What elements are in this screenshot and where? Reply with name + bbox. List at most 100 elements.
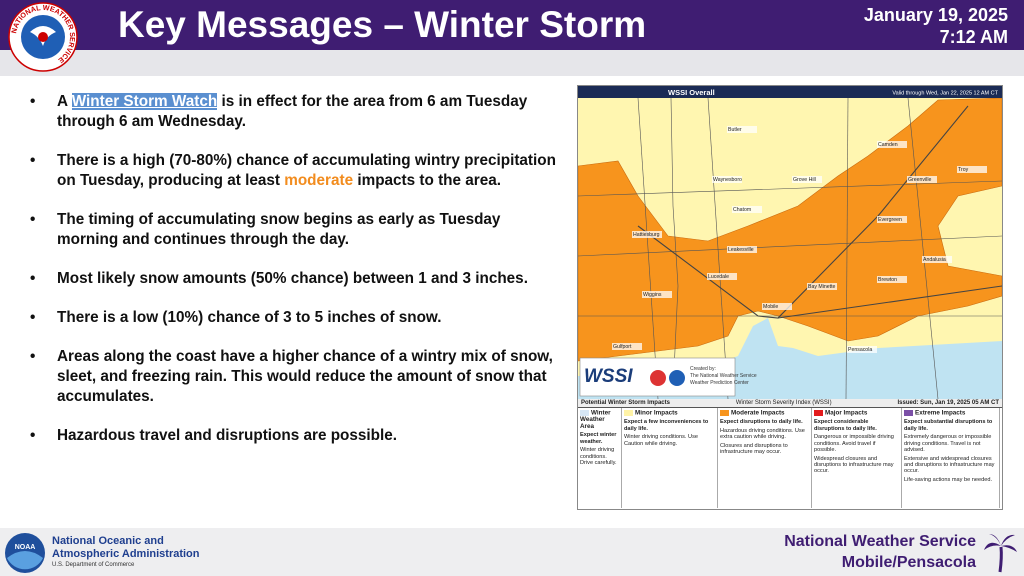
legend-level: Major Impacts xyxy=(814,410,899,417)
legend-level: Extreme Impacts xyxy=(904,410,997,417)
logo-center: Weather Prediction Center xyxy=(690,380,749,386)
legend-swatch xyxy=(624,410,633,417)
legend-swatch xyxy=(720,410,729,417)
city-label: Brewton xyxy=(878,277,897,283)
legend-column: Minor Impacts Expect a few inconveniences… xyxy=(622,408,718,509)
city-label-bg xyxy=(847,346,877,353)
legend-level-name: Minor Impacts xyxy=(635,410,678,418)
bullet: There is a high (70-80%) chance of accum… xyxy=(30,151,560,191)
city-label: Waynesboro xyxy=(713,177,742,183)
bullet: A Winter Storm Watch is in effect for th… xyxy=(30,92,560,132)
city: Brewton xyxy=(877,276,907,283)
legend-line: Closures and disruptions to infrastructu… xyxy=(720,442,788,456)
legend-subtitle: Winter Storm Severity Index (WSSI) xyxy=(735,400,832,406)
legend-line: Extensive and widespread closures and di… xyxy=(904,455,995,475)
legend-level-name: Moderate Impacts xyxy=(731,410,785,418)
city: Waynesboro xyxy=(712,176,742,183)
legend-line: Life-saving actions may be needed. xyxy=(904,476,993,483)
header-strip xyxy=(0,50,1024,76)
nws-logo: NATIONAL WEATHER SERVICE xyxy=(8,2,78,72)
office-name: Mobile/Pensacola xyxy=(841,554,976,571)
legend-line: Expect a few inconveniences to daily lif… xyxy=(624,419,709,432)
city-label-bg xyxy=(807,283,837,290)
bullet-text: Winter Storm Watch xyxy=(71,93,218,110)
city-label: Butler xyxy=(728,127,742,133)
legend-line: Widespread closures and disruptions to i… xyxy=(814,455,894,475)
bullet-list: A Winter Storm Watch is in effect for th… xyxy=(30,92,560,465)
title: Key Messages – Winter Storm xyxy=(118,4,647,45)
wssi-logo: WSSI xyxy=(584,366,633,387)
legend-title: Potential Winter Storm Impacts xyxy=(581,400,670,406)
legend-swatch xyxy=(814,410,823,417)
bullet-text: There is a high (70-80%) chance of accum… xyxy=(57,152,556,189)
city-label: Evergreen xyxy=(878,217,902,223)
date-block: January 19, 2025 7:12 AM xyxy=(864,4,1008,48)
city-label-bg xyxy=(877,276,907,283)
bullet: Areas along the coast have a higher chan… xyxy=(30,347,560,407)
noaa-line2: Atmospheric Administration xyxy=(52,548,200,560)
city-label: Hattiesburg xyxy=(633,232,660,238)
wssi-map: WSSI Overall Valid through Wed, Jan 22, … xyxy=(577,85,1003,510)
legend-line: Winter driving conditions. Drive careful… xyxy=(580,447,617,466)
noaa-dept: U.S. Department of Commerce xyxy=(52,562,135,568)
map-graphic: WSSI Overall Valid through Wed, Jan 22, … xyxy=(577,86,1003,400)
bullet-text: Most likely snow amounts (50% chance) be… xyxy=(57,270,528,287)
city: Chatom xyxy=(732,206,762,213)
city: Hattiesburg xyxy=(632,231,662,238)
bullet-text: Areas along the coast have a higher chan… xyxy=(57,348,553,405)
noaa-line1: National Oceanic and xyxy=(52,535,164,547)
city-label-bg xyxy=(642,291,672,298)
city-label-bg xyxy=(612,343,642,350)
city-label: Mobile xyxy=(763,304,778,310)
legend-level: Winter Weather Area xyxy=(580,410,619,430)
city-label-bg xyxy=(922,256,952,263)
legend-column: Moderate Impacts Expect disruptions to da… xyxy=(718,408,812,509)
bullet-text: A xyxy=(57,93,72,110)
legend-column: Winter Weather Area Expect winter weather… xyxy=(578,408,622,509)
city-label: Pensacola xyxy=(848,347,872,353)
legend-line: Expect disruptions to daily life. xyxy=(720,419,803,426)
city-label-bg xyxy=(727,246,757,253)
legend-column: Major Impacts Expect considerable disrupt… xyxy=(812,408,902,509)
city-label-bg xyxy=(712,176,742,183)
bullet-text: The timing of accumulating snow begins a… xyxy=(57,211,501,248)
footer xyxy=(0,528,1024,576)
legend-level-name: Winter Weather Area xyxy=(580,410,611,430)
city-label: Troy xyxy=(958,167,969,173)
map-title: WSSI Overall xyxy=(668,88,715,97)
date: January 19, 2025 xyxy=(863,5,1008,25)
city-label-bg xyxy=(877,216,907,223)
header-bar xyxy=(0,0,1024,50)
city: Pensacola xyxy=(847,346,877,353)
bullet-text: moderate xyxy=(284,172,354,189)
city-label: Gulfport xyxy=(613,344,632,350)
city: Bay Minette xyxy=(807,283,837,290)
city-label: Wiggins xyxy=(643,292,662,298)
city-label-bg xyxy=(762,303,792,310)
noaa-logo: NOAA xyxy=(5,533,45,573)
city-label: Camden xyxy=(878,142,898,148)
city: Andalusia xyxy=(922,256,952,263)
city: Troy xyxy=(957,166,987,173)
time: 7:12 AM xyxy=(939,27,1008,47)
legend-line: Extremely dangerous or impossible drivin… xyxy=(904,434,992,454)
logo-created: Created by: xyxy=(690,366,716,372)
city-label: Grove Hill xyxy=(793,177,816,183)
legend-line: Expect substantial disruptions to daily … xyxy=(904,419,993,432)
city-label-bg xyxy=(707,273,737,280)
city: Grove Hill xyxy=(792,176,822,183)
city-label-bg xyxy=(957,166,987,173)
city: Camden xyxy=(877,141,907,148)
legend-level: Minor Impacts xyxy=(624,410,715,417)
city-label-bg xyxy=(907,176,937,183)
city-label-bg xyxy=(792,176,822,183)
legend-level-name: Extreme Impacts xyxy=(915,410,966,418)
map-valid: Valid through Wed, Jan 22, 2025 12 AM CT xyxy=(892,91,998,97)
bullet-text: impacts to the area. xyxy=(353,172,502,189)
bullet-text: is in effect for the area from 6 am Tues… xyxy=(57,93,528,130)
city-label: Andalusia xyxy=(923,257,946,263)
city-label-bg xyxy=(877,141,907,148)
logo-org: The National Weather Service xyxy=(690,373,757,379)
legend-level: Moderate Impacts xyxy=(720,410,809,417)
